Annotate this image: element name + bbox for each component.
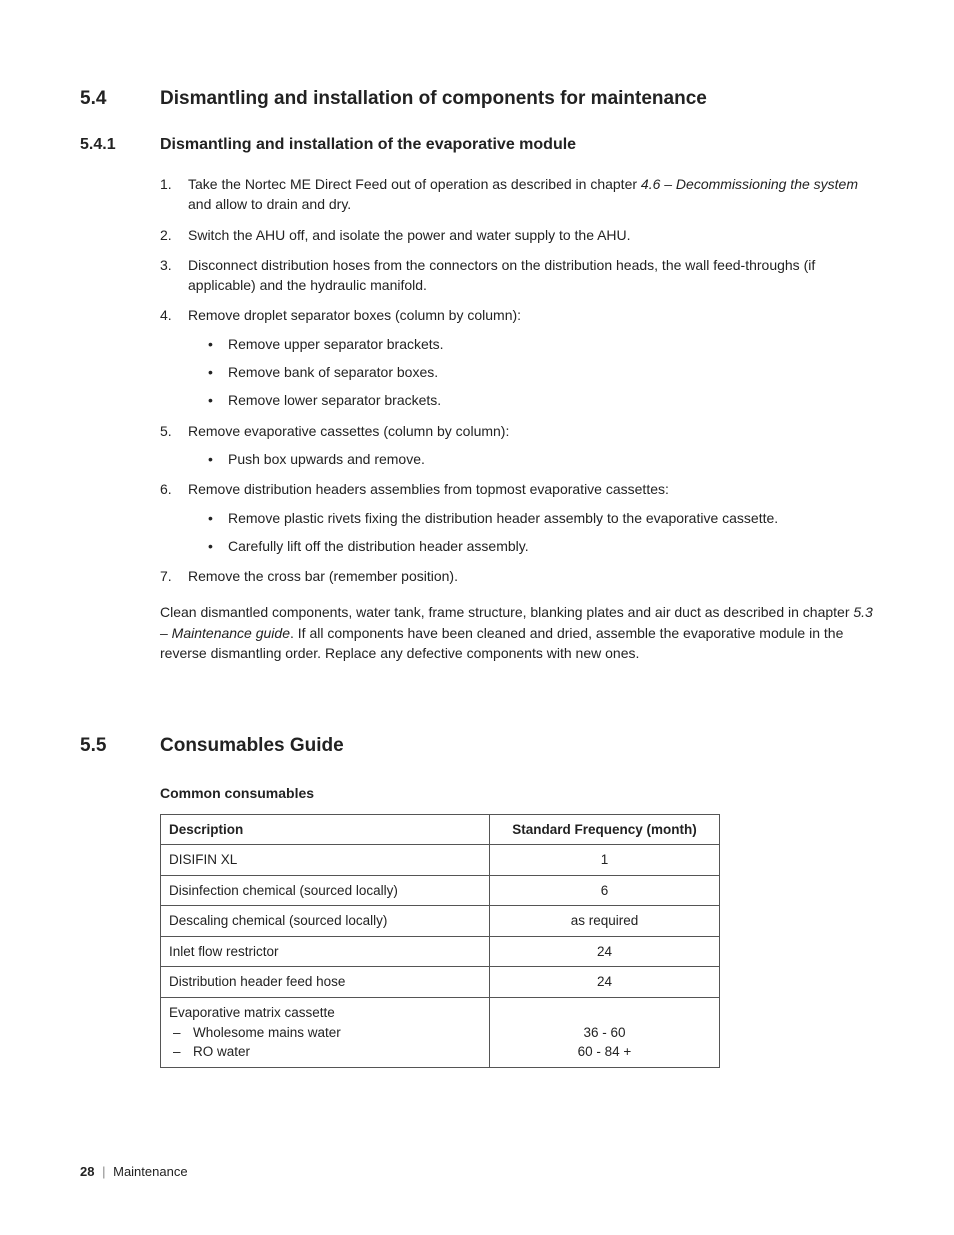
- step-4-sublist: Remove upper separator brackets. Remove …: [188, 334, 874, 411]
- cell-frequency: as required: [490, 906, 720, 937]
- footer-separator: |: [102, 1164, 105, 1179]
- freq-2: 60 - 84 +: [498, 1042, 711, 1062]
- step-1-text-b: and allow to drain and dry.: [188, 196, 351, 212]
- cell-frequency: 1: [490, 845, 720, 876]
- page-number: 28: [80, 1164, 94, 1179]
- procedure-list: Take the Nortec ME Direct Feed out of op…: [160, 174, 874, 586]
- table-row: Disinfection chemical (sourced locally) …: [161, 875, 720, 906]
- step-1-text-a: Take the Nortec ME Direct Feed out of op…: [188, 176, 641, 192]
- cassette-label: Evaporative matrix cassette: [169, 1005, 335, 1020]
- step-4a: Remove upper separator brackets.: [188, 334, 874, 354]
- step-5: Remove evaporative cassettes (column by …: [160, 421, 874, 470]
- page-footer: 28 | Maintenance: [80, 1164, 188, 1179]
- step-2: Switch the AHU off, and isolate the powe…: [160, 225, 874, 245]
- header-description: Description: [161, 814, 490, 845]
- consumables-table: Description Standard Frequency (month) D…: [160, 814, 720, 1068]
- closing-paragraph: Clean dismantled components, water tank,…: [160, 602, 874, 663]
- step-5-text: Remove evaporative cassettes (column by …: [188, 423, 509, 439]
- step-6b: Carefully lift off the distribution head…: [188, 536, 874, 556]
- closing-a: Clean dismantled components, water tank,…: [160, 604, 853, 620]
- cell-description: DISIFIN XL: [161, 845, 490, 876]
- section-number: 5.4: [80, 88, 160, 110]
- consumables-content: Common consumables Description Standard …: [160, 783, 874, 1067]
- section-title: Dismantling and installation of componen…: [160, 88, 707, 110]
- step-6a: Remove plastic rivets fixing the distrib…: [188, 508, 874, 528]
- step-7: Remove the cross bar (remember position)…: [160, 566, 874, 586]
- table-row: Inlet flow restrictor 24: [161, 936, 720, 967]
- subsection-number: 5.4.1: [80, 136, 160, 154]
- cassette-sublist: Wholesome mains water RO water: [169, 1023, 481, 1062]
- cell-frequency: 36 - 60 60 - 84 +: [490, 998, 720, 1068]
- cell-frequency: 24: [490, 936, 720, 967]
- table-header-row: Description Standard Frequency (month): [161, 814, 720, 845]
- cell-description: Evaporative matrix cassette Wholesome ma…: [161, 998, 490, 1068]
- cell-description: Disinfection chemical (sourced locally): [161, 875, 490, 906]
- table-row: DISIFIN XL 1: [161, 845, 720, 876]
- step-5-sublist: Push box upwards and remove.: [188, 449, 874, 469]
- header-frequency: Standard Frequency (month): [490, 814, 720, 845]
- step-6: Remove distribution headers assemblies f…: [160, 479, 874, 556]
- table-row: Descaling chemical (sourced locally) as …: [161, 906, 720, 937]
- cell-frequency: 6: [490, 875, 720, 906]
- section-5-4-heading: 5.4 Dismantling and installation of comp…: [80, 88, 874, 110]
- procedure-content: Take the Nortec ME Direct Feed out of op…: [160, 174, 874, 663]
- step-6-sublist: Remove plastic rivets fixing the distrib…: [188, 508, 874, 557]
- cell-description: Distribution header feed hose: [161, 967, 490, 998]
- step-3: Disconnect distribution hoses from the c…: [160, 255, 874, 296]
- cell-frequency: 24: [490, 967, 720, 998]
- step-1-ref: 4.6 – Decommissioning the system: [641, 176, 858, 192]
- section-5-5-heading: 5.5 Consumables Guide: [80, 735, 874, 757]
- step-1: Take the Nortec ME Direct Feed out of op…: [160, 174, 874, 215]
- step-4c: Remove lower separator brackets.: [188, 390, 874, 410]
- cassette-sub-2: RO water: [169, 1042, 481, 1062]
- section-title: Consumables Guide: [160, 735, 344, 757]
- step-5a: Push box upwards and remove.: [188, 449, 874, 469]
- step-4b: Remove bank of separator boxes.: [188, 362, 874, 382]
- section-5-4-1-heading: 5.4.1 Dismantling and installation of th…: [80, 136, 874, 154]
- table-row: Evaporative matrix cassette Wholesome ma…: [161, 998, 720, 1068]
- subsection-title: Dismantling and installation of the evap…: [160, 136, 576, 154]
- cell-description: Inlet flow restrictor: [161, 936, 490, 967]
- cassette-sub-1: Wholesome mains water: [169, 1023, 481, 1043]
- freq-1: 36 - 60: [498, 1023, 711, 1043]
- step-4: Remove droplet separator boxes (column b…: [160, 305, 874, 410]
- step-4-text: Remove droplet separator boxes (column b…: [188, 307, 521, 323]
- table-caption: Common consumables: [160, 783, 874, 803]
- cell-description: Descaling chemical (sourced locally): [161, 906, 490, 937]
- step-6-text: Remove distribution headers assemblies f…: [188, 481, 669, 497]
- footer-label: Maintenance: [113, 1164, 187, 1179]
- table-row: Distribution header feed hose 24: [161, 967, 720, 998]
- section-number: 5.5: [80, 735, 160, 757]
